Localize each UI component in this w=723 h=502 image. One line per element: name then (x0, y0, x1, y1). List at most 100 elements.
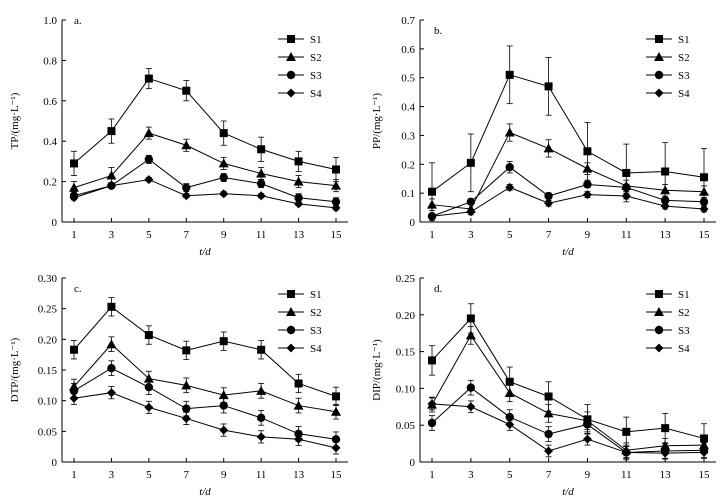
x-tick-label: 3 (109, 229, 115, 241)
y-tick-label: 0.20 (38, 334, 58, 346)
data-point-S2 (543, 143, 554, 153)
data-point-S4 (106, 388, 116, 398)
legend-entry-S3: S3 (646, 325, 690, 337)
x-tick-label: 9 (221, 469, 227, 481)
data-point-S3 (660, 196, 670, 205)
panel-c: 00.050.100.150.200.250.301 3 5 7 9 11 13 15t/dD… (9, 273, 348, 498)
x-tick-label: 11 (621, 229, 632, 241)
legend-marker-S1 (287, 35, 295, 43)
data-point-S2 (69, 182, 79, 192)
data-point-S1 (505, 377, 514, 386)
series-line-S4 (73, 392, 337, 449)
series-line-S2 (73, 132, 337, 189)
data-point-S1 (700, 173, 708, 182)
y-axis-label: DTP/(mg·L⁻¹) (9, 337, 21, 402)
data-point-S1 (622, 168, 631, 177)
data-point-S2 (699, 186, 709, 196)
data-point-S2 (293, 400, 304, 410)
data-point-S3 (182, 183, 191, 192)
y-tick-label: 0 (52, 217, 58, 229)
legend-marker-S4 (286, 88, 296, 98)
y-tick-label: 0.25 (396, 273, 416, 285)
series-line-S4 (431, 403, 705, 454)
data-point-S2 (504, 387, 515, 397)
data-point-S3 (331, 197, 341, 206)
y-tick-label: 0.2 (43, 177, 57, 189)
data-point-S2 (331, 406, 341, 416)
data-point-S1 (70, 345, 78, 354)
data-point-S2 (181, 140, 192, 150)
data-point-S3 (256, 179, 266, 188)
data-point-S2 (543, 408, 554, 418)
legend-label: S1 (310, 34, 322, 46)
data-point-S2 (504, 127, 515, 137)
panel-label: c. (74, 283, 82, 295)
x-tick-label: 13 (660, 469, 672, 481)
legend-entry-S2: S2 (646, 52, 690, 64)
data-point-S3 (144, 382, 154, 392)
legend-label: S2 (310, 52, 322, 64)
x-tick-label: 7 (184, 469, 190, 481)
data-point-S4 (106, 181, 116, 191)
x-tick-label: 7 (546, 229, 552, 241)
data-point-S1 (428, 187, 436, 196)
data-point-S3 (107, 363, 116, 373)
data-point-S4 (582, 190, 592, 200)
y-tick-label: 0 (52, 457, 58, 469)
x-tick-label: 9 (585, 229, 591, 241)
series-line-S3 (73, 367, 337, 440)
series-line-S2 (73, 343, 337, 413)
data-point-S1 (182, 346, 191, 355)
data-point-S3 (144, 155, 154, 164)
x-tick-label: 15 (331, 469, 343, 481)
data-point-S3 (256, 413, 266, 423)
data-point-S2 (106, 339, 117, 349)
y-tick-label: 0.05 (396, 420, 416, 432)
legend-label: S4 (310, 343, 322, 355)
y-tick-label: 0.8 (43, 55, 57, 67)
data-point-S1 (332, 165, 340, 174)
legend-label: S4 (310, 88, 322, 100)
legend-entry-S3: S3 (278, 70, 322, 82)
data-point-S1 (583, 147, 592, 156)
x-tick-label: 13 (660, 229, 672, 241)
legend-entry-S4: S4 (646, 343, 690, 355)
data-point-S1 (466, 158, 475, 167)
data-point-S2 (143, 128, 154, 138)
legend-label: S2 (678, 307, 690, 319)
data-point-S3 (622, 183, 631, 192)
series-S4 (427, 182, 709, 221)
series-S1 (70, 68, 340, 183)
legend-entry-S1: S1 (278, 34, 322, 46)
data-point-S2 (256, 385, 267, 395)
data-point-S4 (621, 191, 631, 201)
data-point-S1 (257, 345, 266, 354)
legend-marker-S3 (654, 70, 664, 80)
series-S1 (70, 297, 340, 406)
data-point-S1 (622, 427, 631, 436)
data-point-S4 (699, 447, 709, 457)
legend-entry-S2: S2 (646, 307, 690, 319)
data-point-S1 (182, 86, 191, 95)
data-point-S2 (427, 199, 437, 209)
series-S2 (69, 126, 341, 195)
legend-marker-S2 (286, 52, 296, 61)
data-point-S1 (544, 82, 553, 91)
y-axis-label: TP/(mg·L⁻¹) (9, 92, 21, 149)
data-point-S4 (466, 207, 476, 217)
y-tick-label: 0 (410, 217, 416, 229)
legend-entry-S2: S2 (278, 52, 322, 64)
y-tick-label: 0.3 (401, 130, 415, 142)
y-tick-label: 0.4 (43, 136, 57, 148)
legend-marker-S4 (654, 343, 664, 353)
data-point-S1 (294, 157, 303, 166)
x-tick-label: 9 (585, 469, 591, 481)
data-point-S3 (505, 162, 514, 172)
y-tick-label: 0.6 (401, 44, 415, 56)
data-point-S1 (219, 129, 228, 138)
data-point-S4 (660, 448, 670, 458)
legend-label: S2 (678, 52, 690, 64)
data-point-S4 (256, 191, 266, 201)
y-tick-label: 0.20 (396, 310, 416, 322)
